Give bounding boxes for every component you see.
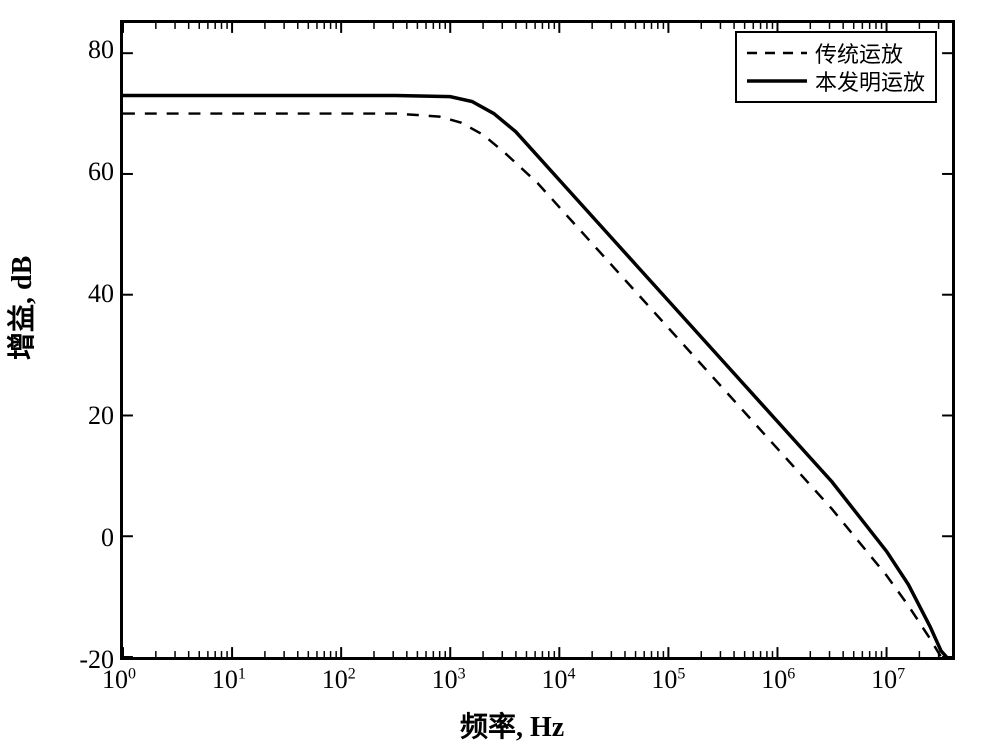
y-tick-label: 80 — [88, 35, 114, 65]
x-tick-label: 104 — [541, 665, 575, 695]
series-line — [123, 114, 941, 657]
x-tick-label: 100 — [102, 665, 136, 695]
x-axis-label: 频率, Hz — [460, 705, 564, 745]
x-tick-label: 103 — [432, 665, 466, 695]
y-axis-label: 增益, dB — [0, 256, 40, 360]
y-tick-label: 20 — [88, 401, 114, 431]
legend-label-invention: 本发明运放 — [815, 65, 925, 97]
legend: 传统运放 本发明运放 — [735, 31, 937, 103]
chart-area: 传统运放 本发明运放 — [120, 20, 955, 660]
series-line — [123, 95, 947, 657]
y-tick-label: 40 — [88, 279, 114, 309]
x-tick-label: 101 — [212, 665, 246, 695]
legend-swatch-dashed — [747, 43, 807, 63]
x-tick-label: 105 — [651, 665, 685, 695]
legend-item-traditional: 传统运放 — [747, 39, 925, 67]
legend-item-invention: 本发明运放 — [747, 67, 925, 95]
y-tick-label: 60 — [88, 157, 114, 187]
x-tick-label: 106 — [761, 665, 795, 695]
x-tick-label: 102 — [322, 665, 356, 695]
x-tick-label: 107 — [871, 665, 905, 695]
plot-svg — [123, 23, 952, 657]
y-tick-label: 0 — [101, 523, 114, 553]
legend-swatch-solid — [747, 71, 807, 91]
